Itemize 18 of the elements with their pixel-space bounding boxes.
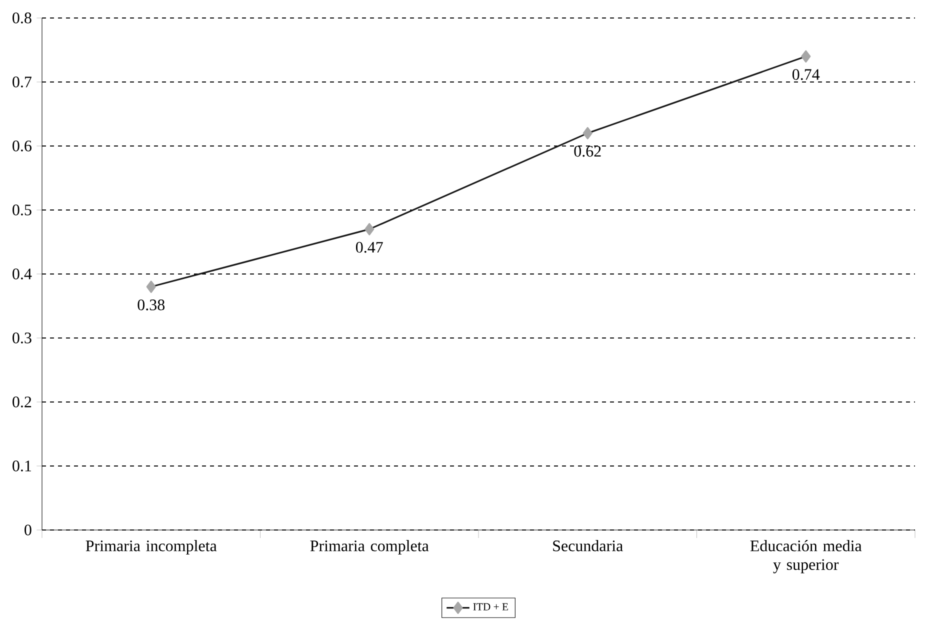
y-tick-label: 0 bbox=[24, 524, 32, 536]
data-label: 0.47 bbox=[356, 242, 383, 253]
data-label: 0.38 bbox=[138, 299, 165, 310]
x-tick-label: Educación media y superior bbox=[750, 540, 862, 574]
data-label: 0.62 bbox=[574, 146, 601, 157]
y-tick-label: 0.8 bbox=[12, 12, 32, 24]
y-tick-label: 0.5 bbox=[12, 204, 32, 216]
x-tick-label: Primaria completa bbox=[310, 540, 429, 555]
y-tick-label: 0.4 bbox=[12, 268, 32, 280]
y-tick-label: 0.3 bbox=[12, 332, 32, 344]
x-tick-label: Secundaria bbox=[553, 540, 623, 552]
data-label: 0.74 bbox=[792, 69, 820, 80]
y-tick-label: 0.2 bbox=[12, 396, 32, 408]
y-tick-label: 0.6 bbox=[12, 140, 32, 152]
y-tick-label: 0.7 bbox=[12, 76, 32, 88]
legend-label: ITD + E bbox=[473, 603, 508, 610]
x-tick-label: Primaria incompleta bbox=[86, 540, 217, 555]
y-tick-label: 0.1 bbox=[12, 460, 32, 472]
